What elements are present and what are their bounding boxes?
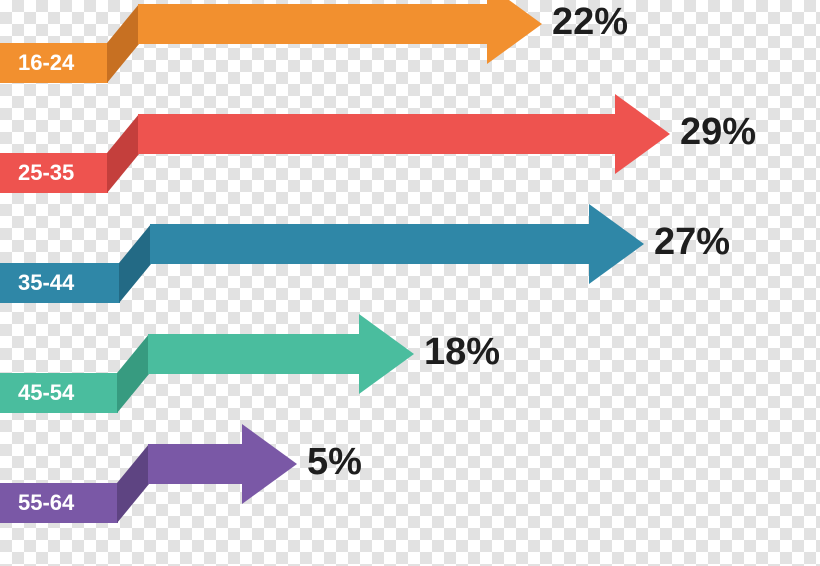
ribbon-fold bbox=[117, 444, 149, 523]
ribbon-fold bbox=[119, 224, 151, 303]
arrow-shaft bbox=[148, 444, 243, 484]
arrow-head-icon bbox=[487, 0, 542, 64]
value-label: 22% bbox=[552, 1, 628, 44]
category-label: 25-35 bbox=[0, 153, 108, 193]
value-label: 29% bbox=[680, 111, 756, 154]
ribbon-fold bbox=[107, 4, 139, 83]
arrow-head-icon bbox=[589, 204, 644, 284]
arrow-shaft bbox=[138, 114, 616, 154]
infographic-canvas: 16-24 22% 25-35 29% 35-44 27% 45-54 18% 55-64 5% bbox=[0, 0, 820, 566]
arrow-head-icon bbox=[615, 94, 670, 174]
ribbon-fold bbox=[107, 114, 139, 193]
value-label: 5% bbox=[307, 441, 362, 484]
arrow-shaft bbox=[148, 334, 360, 374]
arrow-row: 25-35 29% bbox=[0, 114, 820, 193]
category-label: 16-24 bbox=[0, 43, 108, 83]
arrow-row: 55-64 5% bbox=[0, 444, 820, 523]
arrow-shaft bbox=[138, 4, 488, 44]
category-label: 45-54 bbox=[0, 373, 118, 413]
category-label: 35-44 bbox=[0, 263, 120, 303]
category-label: 55-64 bbox=[0, 483, 118, 523]
arrow-row: 35-44 27% bbox=[0, 224, 820, 303]
arrow-row: 16-24 22% bbox=[0, 4, 820, 83]
ribbon-fold bbox=[117, 334, 149, 413]
arrow-head-icon bbox=[242, 424, 297, 504]
arrow-row: 45-54 18% bbox=[0, 334, 820, 413]
value-label: 27% bbox=[654, 221, 730, 264]
value-label: 18% bbox=[424, 331, 500, 374]
arrow-head-icon bbox=[359, 314, 414, 394]
arrow-shaft bbox=[150, 224, 590, 264]
